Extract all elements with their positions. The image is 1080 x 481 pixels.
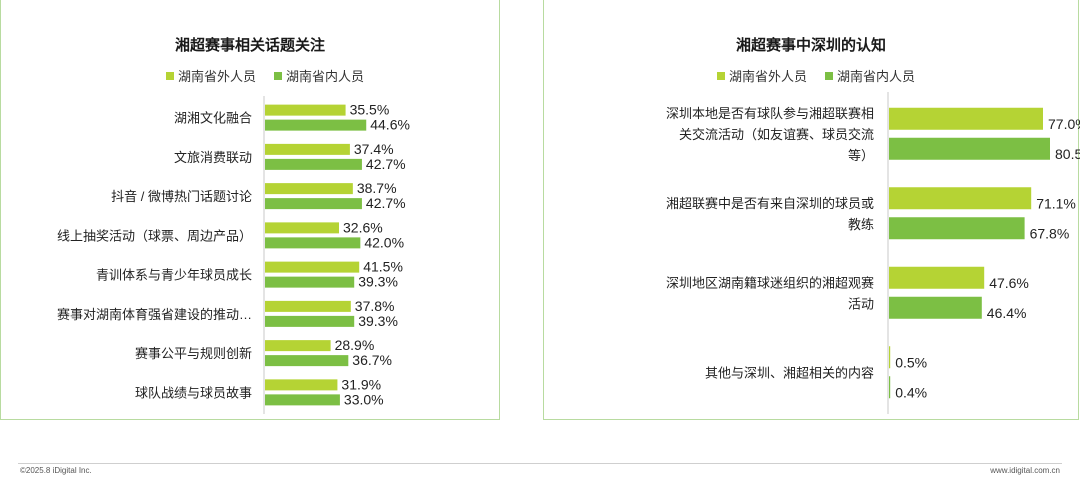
bar	[265, 222, 340, 234]
data-label: 71.1%	[1036, 195, 1076, 211]
bar	[265, 158, 362, 170]
bar	[265, 300, 351, 312]
chart-panel-topics: 湘超赛事相关话题关注 湖南省外人员 湖南省内人员 湖湘文化融合 35.5% 44.6…	[0, 0, 500, 420]
bar	[889, 187, 1032, 210]
category-label: 球队战绩与球员故事	[135, 385, 252, 400]
category-label: 其他与深圳、湘超相关的内容	[705, 365, 874, 380]
data-label: 38.7%	[357, 180, 397, 196]
footer-website: www.idigital.com.cn	[990, 466, 1060, 475]
data-label: 42.7%	[366, 156, 406, 172]
category-label: 赛事公平与规则创新	[135, 346, 252, 361]
data-label: 0.5%	[895, 354, 927, 370]
data-label: 42.0%	[364, 234, 404, 250]
bar	[265, 340, 331, 352]
bar	[889, 296, 982, 319]
data-label: 47.6%	[989, 275, 1029, 291]
category-label: 赛事对湖南体育强省建设的推动…	[57, 307, 252, 322]
legend-item-inside: 湖南省内人员	[825, 66, 915, 85]
data-label: 37.8%	[355, 298, 395, 314]
bar	[265, 104, 346, 116]
bar	[889, 266, 985, 289]
bar	[265, 143, 350, 155]
legend-swatch-inside	[274, 71, 283, 80]
category-label: 教练	[848, 217, 874, 232]
chart-title: 湘超赛事相关话题关注	[174, 37, 325, 54]
bar	[265, 119, 367, 131]
legend-item-outside: 湖南省外人员	[717, 66, 807, 85]
data-label: 28.9%	[335, 337, 375, 353]
data-label: 67.8%	[1030, 225, 1070, 241]
bar	[265, 379, 338, 391]
category-label: 活动	[848, 296, 874, 311]
data-label: 39.3%	[358, 274, 398, 290]
chart-title: 湘超赛事中深圳的认知	[735, 37, 886, 54]
legend: 湖南省外人员 湖南省内人员	[166, 66, 364, 85]
category-label: 湘超联赛中是否有来自深圳的球员或	[666, 196, 874, 211]
bar	[889, 346, 891, 369]
bar	[889, 217, 1025, 240]
chart-panel-shenzhen: 湘超赛事中深圳的认知 湖南省外人员 湖南省内人员 深圳本地是否有球队参与湘超联赛…	[543, 0, 1080, 420]
data-label: 42.7%	[366, 195, 406, 211]
bar	[265, 237, 361, 249]
bar	[265, 394, 340, 406]
legend-swatch-inside	[825, 71, 834, 80]
category-label: 等）	[848, 148, 874, 163]
legend-label: 湖南省内人员	[837, 69, 916, 84]
bar	[265, 355, 349, 367]
data-label: 41.5%	[363, 259, 403, 275]
bar	[265, 198, 362, 210]
data-label: 39.3%	[358, 313, 398, 329]
data-label: 37.4%	[354, 141, 394, 157]
category-label: 湖湘文化融合	[174, 111, 252, 126]
data-label: 35.5%	[350, 102, 390, 118]
data-label: 77.0%	[1048, 116, 1080, 132]
footer-divider	[18, 463, 1062, 464]
bar	[265, 276, 355, 288]
data-label: 80.5%	[1055, 146, 1080, 162]
legend-label: 湖南省内人员	[286, 69, 365, 84]
bar	[265, 315, 355, 327]
data-label: 33.0%	[344, 391, 384, 407]
legend: 湖南省外人员 湖南省内人员	[717, 66, 915, 85]
legend-item-inside: 湖南省内人员	[274, 66, 364, 85]
bar	[889, 376, 891, 399]
bar	[889, 107, 1043, 130]
bar	[265, 261, 360, 273]
bar	[265, 183, 353, 195]
bar	[889, 137, 1050, 160]
legend-label: 湖南省外人员	[178, 69, 257, 84]
legend-swatch-outside	[166, 71, 174, 80]
data-label: 46.4%	[987, 305, 1027, 321]
legend-swatch-outside	[717, 71, 725, 80]
category-label: 抖音 / 微博热门话题讨论	[111, 189, 252, 204]
footer-copyright: ©2025.8 iDigital Inc.	[20, 466, 92, 475]
category-label: 青训体系与青少年球员成长	[96, 268, 252, 283]
category-label: 深圳本地是否有球队参与湘超联赛相	[666, 106, 874, 121]
data-label: 36.7%	[352, 352, 392, 368]
category-label: 线上抽奖活动（球票、周边产品）	[57, 228, 252, 243]
data-label: 0.4%	[895, 384, 927, 400]
category-label: 深圳地区湖南籍球迷组织的湘超观赛	[666, 275, 874, 290]
category-label: 文旅消费联动	[174, 150, 252, 165]
data-label: 32.6%	[343, 219, 383, 235]
legend-item-outside: 湖南省外人员	[166, 66, 256, 85]
legend-label: 湖南省外人员	[729, 69, 808, 84]
data-label: 44.6%	[370, 117, 410, 133]
data-label: 31.9%	[341, 376, 381, 392]
category-label: 关交流活动（如友谊赛、球员交流	[679, 127, 874, 142]
